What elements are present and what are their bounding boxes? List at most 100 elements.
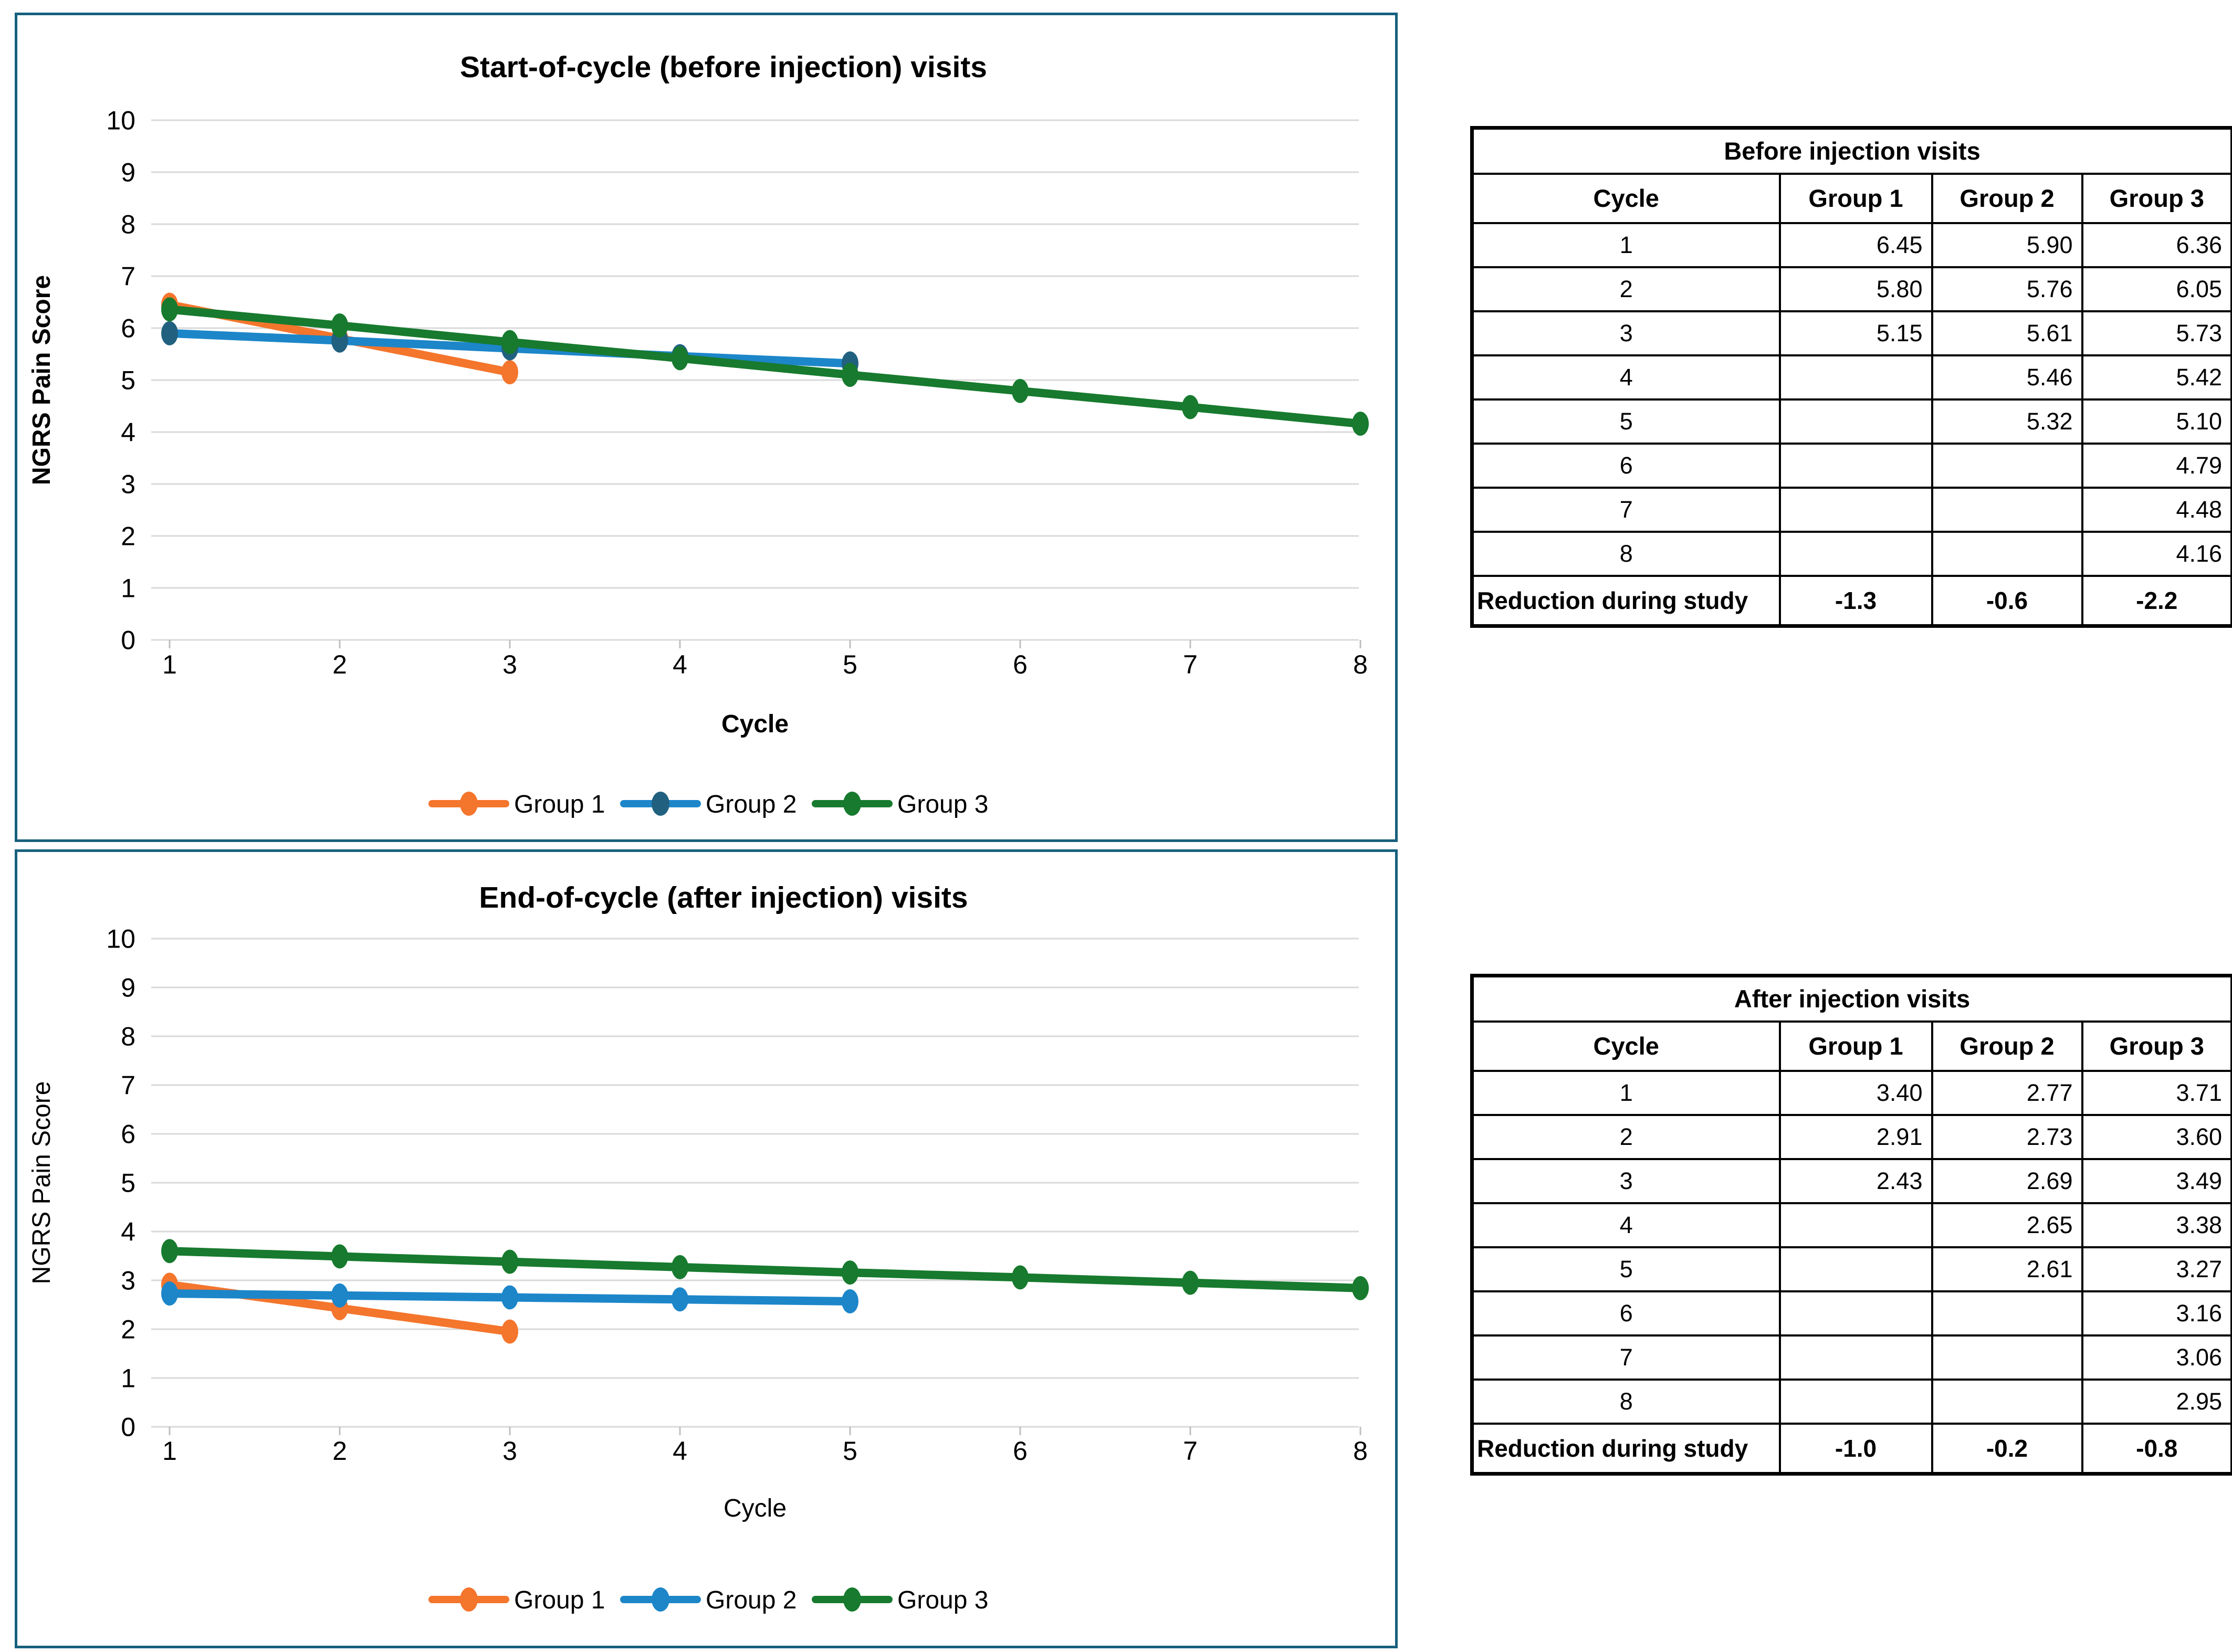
value-cell: 2.65 xyxy=(1931,1202,2083,1248)
legend-label: Group 2 xyxy=(706,1586,797,1614)
legend-marker-dot xyxy=(460,792,478,816)
x-tick-label: 2 xyxy=(332,650,347,679)
cycle-cell: 2 xyxy=(1471,266,1781,312)
value-cell: 5.15 xyxy=(1778,310,1933,356)
y-tick-label: 9 xyxy=(121,158,135,187)
table-header-cell: Cycle xyxy=(1471,1020,1781,1072)
y-tick-label: 4 xyxy=(121,418,135,447)
x-tick-label: 1 xyxy=(162,1436,177,1466)
data-point-marker xyxy=(161,297,178,322)
cycle-cell: 2 xyxy=(1471,1114,1781,1160)
y-tick-label: 7 xyxy=(121,262,135,291)
table-row: 4 5.46 5.42 xyxy=(1471,354,2232,401)
y-tick-label: 4 xyxy=(121,1217,135,1247)
table-header-cell: Group 2 xyxy=(1931,1020,2083,1072)
before-injection-table: Before injection visits Cycle Group 1 Group… xyxy=(1470,126,2232,628)
gridlines xyxy=(151,119,1359,641)
data-point-marker xyxy=(501,1249,518,1274)
table-row: 8 2.95 xyxy=(1471,1379,2232,1425)
cycle-cell: 5 xyxy=(1471,1246,1781,1292)
legend-label: Group 3 xyxy=(897,791,988,818)
table-header-cell: Group 1 xyxy=(1778,173,1933,224)
value-cell xyxy=(1931,1334,2083,1381)
value-cell: 5.73 xyxy=(2081,310,2232,356)
y-tick-label: 0 xyxy=(121,1413,135,1442)
cycle-cell: 8 xyxy=(1471,1379,1781,1425)
table-row: 1 3.40 2.77 3.71 xyxy=(1471,1070,2232,1116)
table-row: 5 5.32 5.10 xyxy=(1471,398,2232,445)
reduction-label-cell: Reduction during study xyxy=(1471,1423,1781,1475)
x-tick-label: 2 xyxy=(332,1436,347,1466)
legend-label: Group 1 xyxy=(514,1586,605,1614)
value-cell: 2.77 xyxy=(1931,1070,2083,1116)
reduction-value-cell: -2.2 xyxy=(2081,575,2232,627)
value-cell: 5.32 xyxy=(1931,398,2083,445)
table-row: 6 3.16 xyxy=(1471,1290,2232,1337)
y-tick-label: 1 xyxy=(121,1364,135,1393)
x-axis-ticks xyxy=(169,640,1361,648)
y-tick-label: 5 xyxy=(121,366,135,395)
y-tick-label: 2 xyxy=(121,522,135,551)
value-cell: 3.40 xyxy=(1778,1070,1933,1116)
value-cell: 3.06 xyxy=(2081,1334,2232,1381)
table-row: 1 6.45 5.90 6.36 xyxy=(1471,222,2232,268)
value-cell: 2.91 xyxy=(1778,1114,1933,1160)
value-cell xyxy=(1778,1379,1933,1425)
value-cell xyxy=(1778,1246,1933,1292)
data-point-marker xyxy=(161,321,178,345)
x-tick-label: 3 xyxy=(502,1436,517,1466)
x-tick-label: 8 xyxy=(1353,650,1368,679)
x-axis-title: Cycle xyxy=(721,710,789,738)
reduction-value-cell: -0.2 xyxy=(1931,1423,2083,1475)
data-point-marker xyxy=(1352,412,1369,436)
y-tick-label: 3 xyxy=(121,470,135,499)
legend-marker-dot xyxy=(652,792,669,816)
value-cell: 3.71 xyxy=(2081,1070,2232,1116)
data-point-marker xyxy=(1182,1270,1199,1295)
y-axis-title: NGRS Pain Score xyxy=(28,1081,56,1285)
value-cell: 4.16 xyxy=(2081,531,2232,577)
y-axis-title: NGRS Pain Score xyxy=(28,275,56,485)
value-cell: 5.90 xyxy=(1931,222,2083,268)
reduction-value-cell: -0.6 xyxy=(1931,575,2083,627)
after-injection-table: After injection visits Cycle Group 1 Group … xyxy=(1470,974,2232,1476)
x-tick-label: 6 xyxy=(1013,650,1028,679)
legend-label: Group 3 xyxy=(897,1586,988,1614)
x-tick-label: 5 xyxy=(843,650,857,679)
table-row: 7 3.06 xyxy=(1471,1334,2232,1381)
cycle-cell: 3 xyxy=(1471,310,1781,356)
value-cell xyxy=(1931,1379,2083,1425)
data-point-marker xyxy=(331,313,348,338)
table-row: 4 2.65 3.38 xyxy=(1471,1202,2232,1248)
value-cell xyxy=(1778,1202,1933,1248)
y-tick-label: 6 xyxy=(121,1120,135,1149)
value-cell xyxy=(1778,1290,1933,1337)
x-axis-ticks xyxy=(169,1427,1361,1435)
legend-label: Group 2 xyxy=(706,791,797,818)
value-cell xyxy=(1931,487,2083,533)
value-cell xyxy=(1778,487,1933,533)
chart-panel-after-injection: 0 1 2 3 4 5 6 7 8 9 10 1 2 3 4 5 6 7 8 End-of-cycle (after … xyxy=(15,849,1398,1648)
data-point-marker xyxy=(1012,1265,1029,1290)
legend-label: Group 1 xyxy=(514,791,605,818)
x-tick-label: 8 xyxy=(1353,1436,1368,1466)
value-cell xyxy=(1778,531,1933,577)
table-header-cell: Group 2 xyxy=(1931,173,2083,224)
value-cell: 2.43 xyxy=(1778,1158,1933,1204)
legend-marker-dot xyxy=(843,792,861,816)
data-point-marker xyxy=(501,1319,518,1344)
value-cell: 3.16 xyxy=(2081,1290,2232,1337)
table-row: 2 2.91 2.73 3.60 xyxy=(1471,1114,2232,1160)
value-cell: 6.05 xyxy=(2081,266,2232,312)
table-row: 5 2.61 3.27 xyxy=(1471,1246,2232,1292)
x-tick-label: 7 xyxy=(1183,1436,1198,1466)
data-point-marker xyxy=(1182,395,1199,419)
x-tick-label: 3 xyxy=(502,650,517,679)
data-point-marker xyxy=(331,1244,348,1269)
value-cell: 4.79 xyxy=(2081,443,2232,489)
cycle-cell: 5 xyxy=(1471,398,1781,445)
value-cell: 2.69 xyxy=(1931,1158,2083,1204)
x-tick-label: 7 xyxy=(1183,650,1198,679)
data-point-marker xyxy=(1352,1276,1369,1300)
value-cell: 3.60 xyxy=(2081,1114,2232,1160)
